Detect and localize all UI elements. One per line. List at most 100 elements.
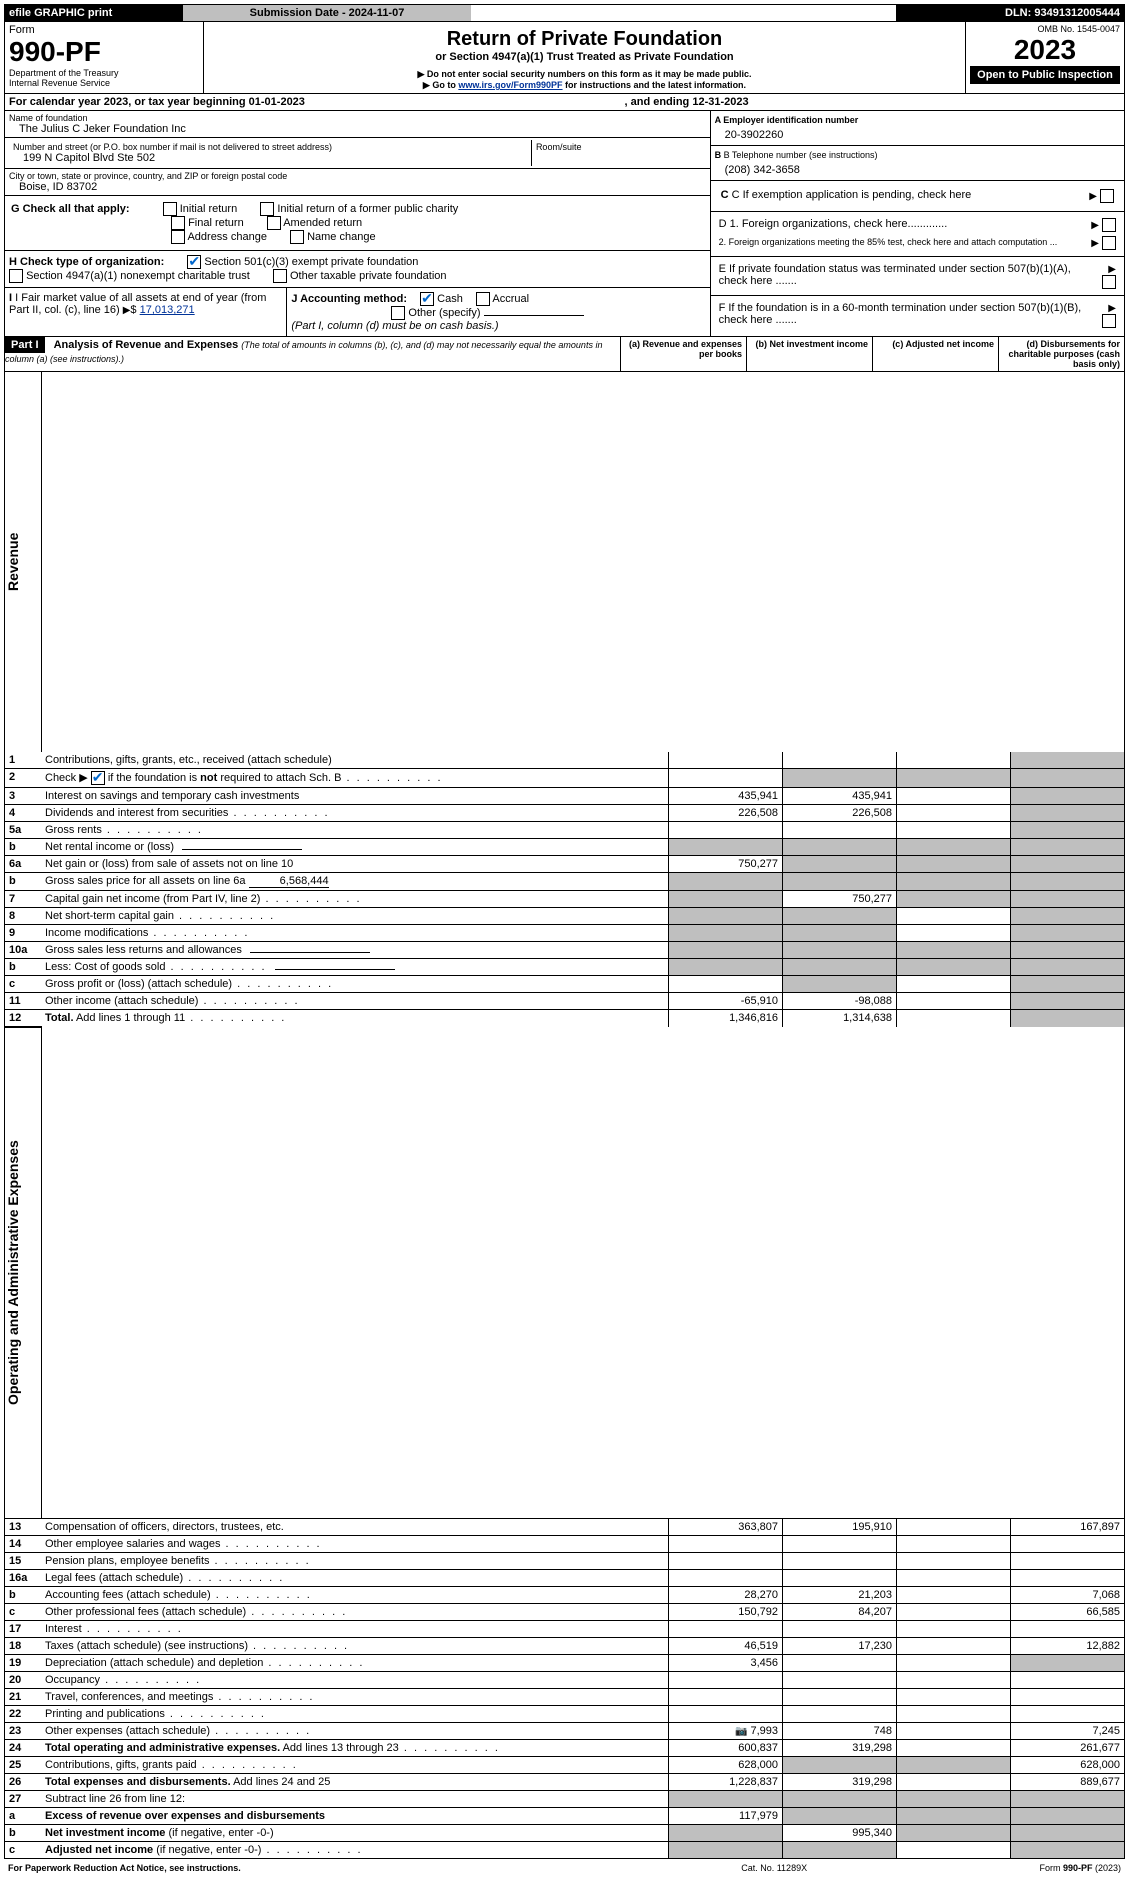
row-desc: Net rental income or (loss) xyxy=(41,839,669,856)
cell-c xyxy=(897,788,1011,805)
cell-c xyxy=(897,873,1011,891)
initial-former-checkbox[interactable] xyxy=(260,202,274,216)
row-num: 27 xyxy=(5,1791,42,1808)
cell-c xyxy=(897,1723,1011,1740)
f-checkbox[interactable] xyxy=(1102,314,1116,328)
row-desc: Net short-term capital gain xyxy=(41,908,669,925)
cell-c xyxy=(897,1672,1011,1689)
cell-b: 17,230 xyxy=(783,1638,897,1655)
row-num: b xyxy=(5,1587,42,1604)
cell-d xyxy=(1011,788,1125,805)
cell-a: 1,346,816 xyxy=(669,1010,783,1028)
table-row: bLess: Cost of goods sold xyxy=(5,959,1125,976)
cell-a: 150,792 xyxy=(669,1604,783,1621)
table-row: 2Check ▶ if the foundation is not requir… xyxy=(5,769,1125,788)
name-change-checkbox[interactable] xyxy=(290,230,304,244)
table-row: 23Other expenses (attach schedule) 7,993… xyxy=(5,1723,1125,1740)
cat-no: Cat. No. 11289X xyxy=(672,1861,877,1875)
cell-b xyxy=(783,1570,897,1587)
cell-c xyxy=(897,925,1011,942)
row-num: 9 xyxy=(5,925,42,942)
page-footer: For Paperwork Reduction Act Notice, see … xyxy=(4,1861,1125,1875)
cell-b: 435,941 xyxy=(783,788,897,805)
other-taxable-checkbox[interactable] xyxy=(273,269,287,283)
d2-checkbox[interactable] xyxy=(1102,236,1116,250)
g-opt-5: Name change xyxy=(307,231,376,243)
table-row: 17Interest xyxy=(5,1621,1125,1638)
schb-checkbox[interactable] xyxy=(91,771,105,785)
cell-a: 600,837 xyxy=(669,1740,783,1757)
form-url-link[interactable]: www.irs.gov/Form990PF xyxy=(458,80,562,90)
col-c-hdr: (c) Adjusted net income xyxy=(873,337,999,372)
final-return-checkbox[interactable] xyxy=(171,216,185,230)
j-cash: Cash xyxy=(437,293,463,305)
cell-d xyxy=(1011,959,1125,976)
row-desc: Compensation of officers, directors, tru… xyxy=(41,1519,669,1536)
d2-label: 2. Foreign organizations meeting the 85%… xyxy=(719,237,1058,247)
cell-a xyxy=(669,908,783,925)
cell-c xyxy=(897,822,1011,839)
g-opt-3: Amended return xyxy=(283,217,362,229)
row-desc: Printing and publications xyxy=(41,1706,669,1723)
cell-b xyxy=(783,925,897,942)
cash-checkbox[interactable] xyxy=(420,292,434,306)
cell-d xyxy=(1011,839,1125,856)
goto-line: ▶ Go to www.irs.gov/Form990PF for instru… xyxy=(208,80,961,91)
fmv-link[interactable]: 17,013,271 xyxy=(140,304,195,316)
table-row: 20Occupancy xyxy=(5,1672,1125,1689)
cell-d xyxy=(1011,1672,1125,1689)
open-inspection: Open to Public Inspection xyxy=(970,66,1120,84)
j-label: J Accounting method: xyxy=(291,293,407,305)
cell-a xyxy=(669,891,783,908)
row-desc: Gross rents xyxy=(41,822,669,839)
4947-checkbox[interactable] xyxy=(9,269,23,283)
tax-year: 2023 xyxy=(970,34,1120,66)
cell-b: 21,203 xyxy=(783,1587,897,1604)
table-row: 26Total expenses and disbursements. Add … xyxy=(5,1774,1125,1791)
table-row: bGross sales price for all assets on lin… xyxy=(5,873,1125,891)
cell-b: 750,277 xyxy=(783,891,897,908)
cell-a xyxy=(669,1825,783,1842)
cell-a: 750,277 xyxy=(669,856,783,873)
amended-return-checkbox[interactable] xyxy=(267,216,281,230)
d1-checkbox[interactable] xyxy=(1102,218,1116,232)
c-checkbox[interactable] xyxy=(1100,189,1114,203)
cell-a: 3,456 xyxy=(669,1655,783,1672)
row-desc: Other expenses (attach schedule) xyxy=(41,1723,669,1740)
ssn-warning: ▶ Do not enter social security numbers o… xyxy=(208,69,961,80)
cell-c xyxy=(897,1774,1011,1791)
cell-b xyxy=(783,1842,897,1859)
row-num: 1 xyxy=(5,752,42,769)
e-checkbox[interactable] xyxy=(1102,275,1116,289)
cell-c xyxy=(897,1655,1011,1672)
row-num: 3 xyxy=(5,788,42,805)
row-num: 25 xyxy=(5,1757,42,1774)
table-row: 25Contributions, gifts, grants paid628,0… xyxy=(5,1757,1125,1774)
501c3-checkbox[interactable] xyxy=(187,255,201,269)
cell-a xyxy=(669,1621,783,1638)
cell-c xyxy=(897,976,1011,993)
initial-return-checkbox[interactable] xyxy=(163,202,177,216)
cell-a: 1,228,837 xyxy=(669,1774,783,1791)
cell-d xyxy=(1011,1825,1125,1842)
cell-a: 628,000 xyxy=(669,1757,783,1774)
efile-label: efile GRAPHIC print xyxy=(5,5,184,22)
camera-icon[interactable] xyxy=(735,1725,747,1737)
cell-c xyxy=(897,1570,1011,1587)
cell-a xyxy=(669,925,783,942)
h-opt-1: Section 4947(a)(1) nonexempt charitable … xyxy=(26,270,250,282)
cell-c xyxy=(897,1536,1011,1553)
cell-a xyxy=(669,1842,783,1859)
calendar-begin: For calendar year 2023, or tax year begi… xyxy=(5,94,621,111)
accrual-checkbox[interactable] xyxy=(476,292,490,306)
row-desc: Income modifications xyxy=(41,925,669,942)
cell-d xyxy=(1011,908,1125,925)
cell-d xyxy=(1011,856,1125,873)
cell-c xyxy=(897,1638,1011,1655)
cell-b xyxy=(783,1689,897,1706)
row-num: 26 xyxy=(5,1774,42,1791)
other-method-checkbox[interactable] xyxy=(391,306,405,320)
address-change-checkbox[interactable] xyxy=(171,230,185,244)
cell-d: 12,882 xyxy=(1011,1638,1125,1655)
phone-label: B B Telephone number (see instructions) xyxy=(715,150,1120,160)
